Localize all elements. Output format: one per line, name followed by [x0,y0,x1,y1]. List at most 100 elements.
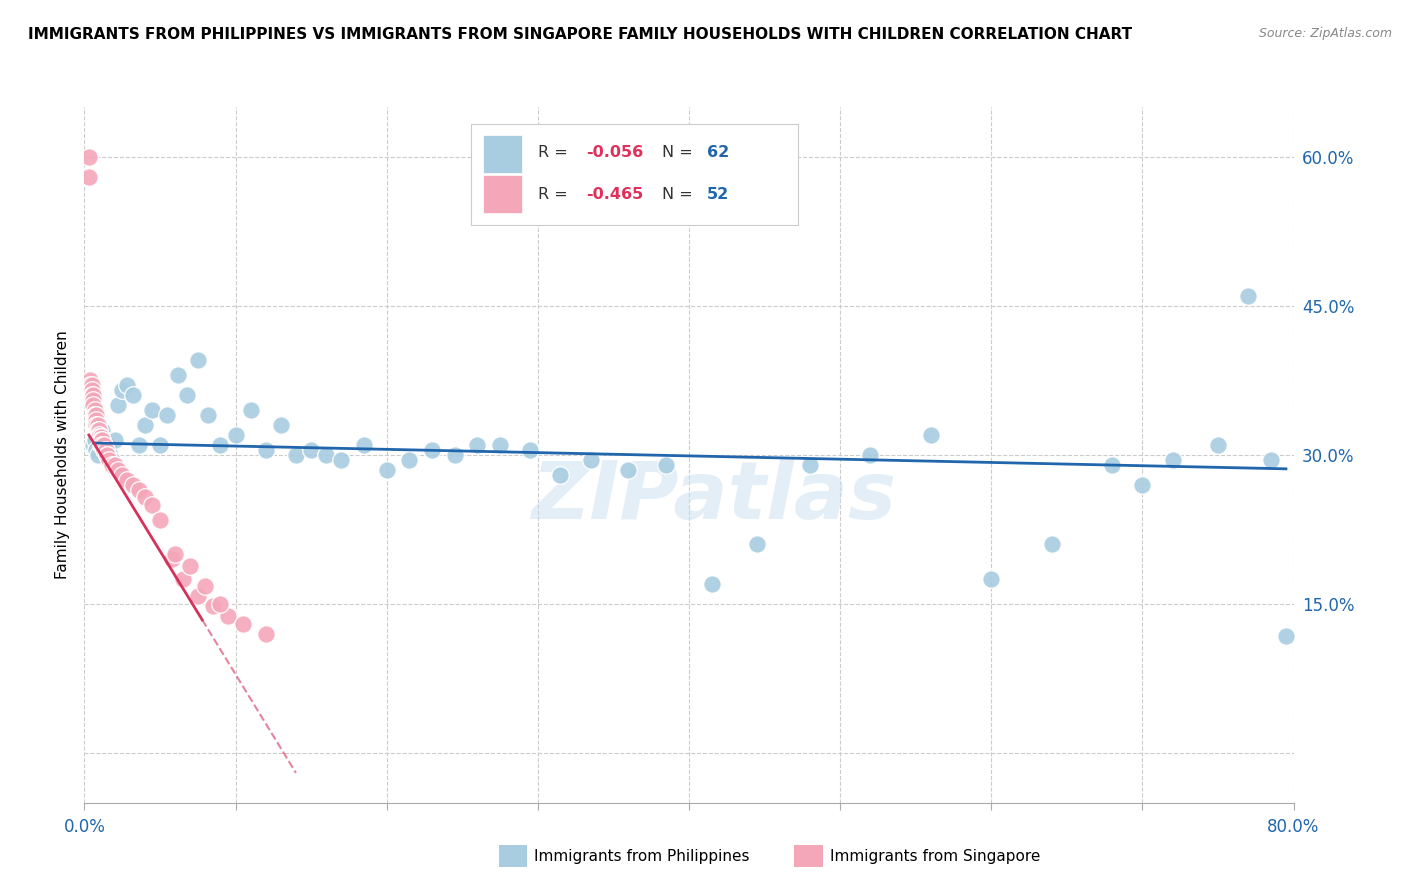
Point [121,388,143,402]
Point [375,463,398,477]
Point [254,442,277,457]
Text: R =: R = [538,186,572,202]
Text: ZIPatlas: ZIPatlas [530,458,896,536]
Text: IMMIGRANTS FROM PHILIPPINES VS IMMIGRANTS FROM SINGAPORE FAMILY HOUSEHOLDS WITH : IMMIGRANTS FROM PHILIPPINES VS IMMIGRANT… [28,27,1132,42]
Point [96,436,118,450]
Point [700,577,723,591]
Point [89,428,111,442]
Point [80,384,103,398]
Point [90,433,112,447]
Point [86,413,108,427]
Point [82,398,104,412]
Point [84,403,107,417]
Point [1130,477,1153,491]
Point [91,423,114,437]
Point [141,498,163,512]
Point [90,438,112,452]
Point [97,442,120,457]
Point [80,378,103,392]
Point [80,388,103,402]
Point [254,627,277,641]
Point [134,418,156,433]
Point [172,572,194,586]
Point [187,353,209,368]
Point [980,572,1002,586]
Point [315,448,337,462]
Point [353,438,375,452]
Point [79,378,101,392]
Point [149,512,172,526]
Point [104,458,127,472]
Point [197,408,219,422]
Point [84,408,107,422]
Point [1260,453,1282,467]
Point [467,438,489,452]
Point [187,589,209,603]
Point [201,599,224,613]
Point [79,373,101,387]
Point [94,440,117,454]
Point [194,579,217,593]
Point [89,428,111,442]
Y-axis label: Family Households with Children: Family Households with Children [55,331,70,579]
Point [121,477,143,491]
Point [134,490,156,504]
Point [128,483,150,497]
Point [91,438,114,452]
Point [859,448,882,462]
Point [87,423,110,437]
Point [96,448,118,462]
Point [100,453,122,467]
Text: -0.465: -0.465 [586,186,644,202]
Point [284,448,308,462]
Point [519,442,541,457]
Point [115,473,138,487]
Point [239,403,262,417]
Point [141,403,163,417]
Point [86,418,108,433]
Point [1275,629,1298,643]
Point [91,433,114,447]
Point [655,458,678,472]
Point [920,428,942,442]
Point [225,428,247,442]
Point [107,463,129,477]
Point [82,438,104,452]
Point [160,552,183,566]
Point [1161,453,1184,467]
Point [149,438,172,452]
Point [217,609,239,624]
Point [1101,458,1123,472]
Point [93,442,115,457]
Text: 0.0%: 0.0% [63,818,105,836]
Point [107,398,129,412]
Point [443,448,465,462]
Point [115,378,138,392]
Point [89,430,111,444]
Point [209,597,232,611]
Point [745,537,768,551]
Text: 62: 62 [707,145,730,160]
FancyBboxPatch shape [471,124,797,226]
Point [550,467,572,482]
Point [232,616,254,631]
Text: -0.056: -0.056 [586,145,644,160]
Point [420,442,443,457]
Point [87,418,110,433]
Point [179,559,201,574]
Point [84,408,107,422]
Text: 52: 52 [707,186,730,202]
Point [94,442,117,457]
Point [617,463,640,477]
Point [111,384,134,398]
Text: N =: N = [662,145,699,160]
Point [77,150,100,164]
Point [100,458,122,472]
Point [77,169,100,184]
Text: Immigrants from Philippines: Immigrants from Philippines [534,849,749,863]
Point [82,393,104,408]
Point [1237,289,1260,303]
Point [163,547,186,561]
Point [93,438,115,452]
Point [176,388,198,402]
